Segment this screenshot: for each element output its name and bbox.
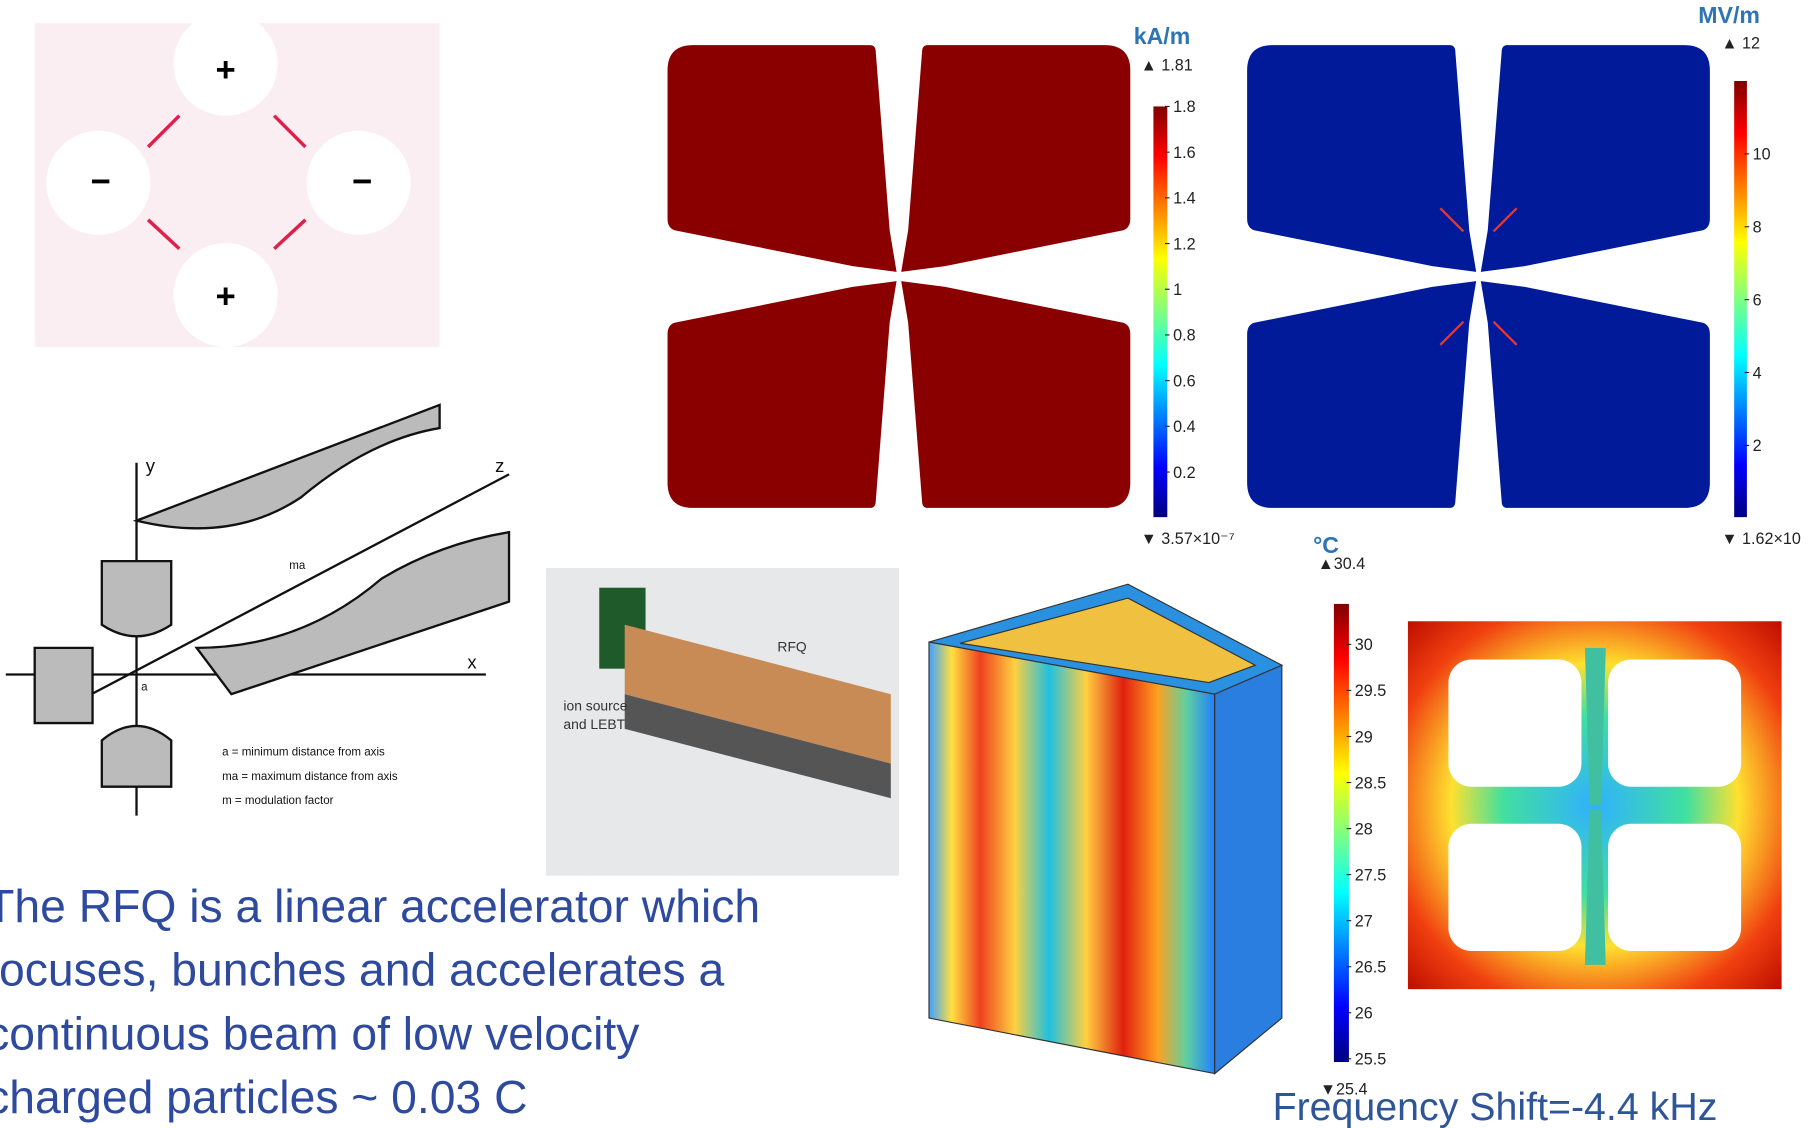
axis-label: x (467, 652, 477, 673)
max-label: ▲ 1.81 (1141, 57, 1193, 75)
colorbar (1334, 604, 1349, 1062)
colorbar-tick-label: 27 (1355, 912, 1373, 930)
colorbar-tick-label: 0.2 (1173, 464, 1196, 482)
colorbar-tick-label: 26.5 (1355, 958, 1387, 976)
photo-label: RFQ (777, 638, 806, 654)
axis-label: z (495, 455, 504, 476)
thermal-box (929, 584, 1282, 1073)
description-line: continuous beam of low velocity (0, 1007, 640, 1059)
colorbar-tick-label: 0.6 (1173, 372, 1196, 390)
min-label: ▼ 3.57×10⁻⁷ (1141, 530, 1235, 548)
colorbar-tick-label: 2 (1753, 437, 1762, 455)
quadrupole-sketch: + + − − (35, 12, 440, 347)
slide: + + − − y z x a ma a = minimum distance … (0, 0, 1814, 1128)
colorbar-tick-label: 8 (1753, 219, 1762, 237)
legend-line: a = minimum distance from axis (222, 746, 385, 758)
axis-label: y (146, 455, 156, 476)
colorbar-tick-label: 29.5 (1355, 682, 1387, 700)
vane-diagram: y z x a ma a = minimum distance from axi… (6, 405, 509, 816)
colorbar-tick-label: 26 (1355, 1005, 1373, 1023)
unit: °C (1313, 532, 1339, 558)
description-line: charged particles ~ 0.03 C (0, 1071, 527, 1123)
mark: ma (289, 560, 306, 572)
colorbar-tick-label: 1.6 (1173, 144, 1196, 162)
colorbar-tick-label: 6 (1753, 291, 1762, 309)
colorbar-tick-label: 4 (1753, 364, 1762, 382)
max-label: ▲30.4 (1318, 555, 1366, 573)
legend-line: m = modulation factor (222, 795, 334, 807)
description-line: The RFQ is a linear accelerator which (0, 880, 760, 932)
max-label: ▲ 12 (1721, 35, 1760, 53)
frequency-shift: Frequency Shift=-4.4 kHz (1273, 1085, 1718, 1128)
unit: kA/m (1134, 23, 1191, 49)
description: The RFQ is a linear accelerator which foc… (0, 880, 760, 1123)
photo-label: ion source (563, 697, 627, 713)
electric-field-map (1247, 45, 1710, 508)
colorbar-tick-label: 10 (1753, 146, 1771, 164)
colorbar-tick-label: 1 (1173, 281, 1182, 299)
description-line: focuses, bunches and accelerates a (0, 944, 725, 996)
rfq-photo: RFQ ion source and LEBT (546, 568, 899, 876)
colorbar-tick-label: 28.5 (1355, 774, 1387, 792)
sign: − (91, 163, 111, 201)
sign: − (352, 163, 372, 201)
colorbar-tick-label: 27.5 (1355, 866, 1387, 884)
min-label: ▼ 1.62×10 (1721, 530, 1800, 548)
colorbar-tick-label: 1.4 (1173, 190, 1196, 208)
magnetic-field-map (668, 45, 1131, 508)
colorbar-tick-label: 29 (1355, 728, 1373, 746)
colorbar (1153, 106, 1167, 517)
colorbar-tick-label: 30 (1355, 636, 1373, 654)
colorbar-tick-label: 28 (1355, 820, 1373, 838)
legend-line: ma = maximum distance from axis (222, 771, 398, 783)
mark: a (141, 682, 148, 694)
sign: + (215, 278, 235, 316)
thermal-section (1408, 621, 1782, 989)
photo-label: and LEBT (563, 716, 625, 732)
unit: MV/m (1698, 2, 1760, 28)
colorbar-tick-label: 25.5 (1355, 1051, 1387, 1069)
colorbar-tick-label: 0.4 (1173, 418, 1196, 436)
colorbar-tick-label: 1.8 (1173, 98, 1196, 116)
colorbar-tick-label: 1.2 (1173, 235, 1196, 253)
colorbar-tick-label: 0.8 (1173, 327, 1196, 345)
sign: + (215, 51, 235, 89)
